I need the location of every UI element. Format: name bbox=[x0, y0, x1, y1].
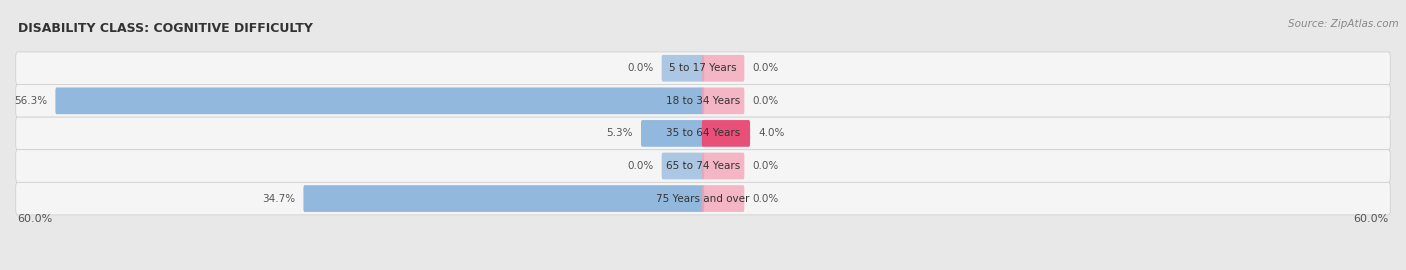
Text: 0.0%: 0.0% bbox=[627, 63, 654, 73]
Text: 75 Years and over: 75 Years and over bbox=[657, 194, 749, 204]
Text: 5.3%: 5.3% bbox=[606, 129, 633, 139]
Text: 0.0%: 0.0% bbox=[752, 63, 779, 73]
Text: 0.0%: 0.0% bbox=[627, 161, 654, 171]
Text: 65 to 74 Years: 65 to 74 Years bbox=[666, 161, 740, 171]
FancyBboxPatch shape bbox=[15, 150, 1391, 182]
FancyBboxPatch shape bbox=[662, 153, 704, 179]
Text: 60.0%: 60.0% bbox=[1353, 214, 1389, 224]
FancyBboxPatch shape bbox=[702, 120, 749, 147]
Text: 0.0%: 0.0% bbox=[752, 161, 779, 171]
Text: 35 to 64 Years: 35 to 64 Years bbox=[666, 129, 740, 139]
FancyBboxPatch shape bbox=[702, 153, 744, 179]
FancyBboxPatch shape bbox=[702, 185, 744, 212]
Text: 60.0%: 60.0% bbox=[17, 214, 53, 224]
Text: 4.0%: 4.0% bbox=[758, 129, 785, 139]
FancyBboxPatch shape bbox=[15, 85, 1391, 117]
Text: Source: ZipAtlas.com: Source: ZipAtlas.com bbox=[1288, 19, 1399, 29]
Text: DISABILITY CLASS: COGNITIVE DIFFICULTY: DISABILITY CLASS: COGNITIVE DIFFICULTY bbox=[17, 22, 312, 35]
Text: 34.7%: 34.7% bbox=[263, 194, 295, 204]
FancyBboxPatch shape bbox=[55, 87, 704, 114]
Text: 56.3%: 56.3% bbox=[14, 96, 48, 106]
FancyBboxPatch shape bbox=[15, 182, 1391, 215]
Text: 0.0%: 0.0% bbox=[752, 194, 779, 204]
FancyBboxPatch shape bbox=[662, 55, 704, 82]
Text: 18 to 34 Years: 18 to 34 Years bbox=[666, 96, 740, 106]
Text: 0.0%: 0.0% bbox=[752, 96, 779, 106]
FancyBboxPatch shape bbox=[15, 117, 1391, 150]
FancyBboxPatch shape bbox=[702, 55, 744, 82]
Text: 5 to 17 Years: 5 to 17 Years bbox=[669, 63, 737, 73]
FancyBboxPatch shape bbox=[15, 52, 1391, 85]
FancyBboxPatch shape bbox=[702, 87, 744, 114]
FancyBboxPatch shape bbox=[641, 120, 704, 147]
FancyBboxPatch shape bbox=[304, 185, 704, 212]
